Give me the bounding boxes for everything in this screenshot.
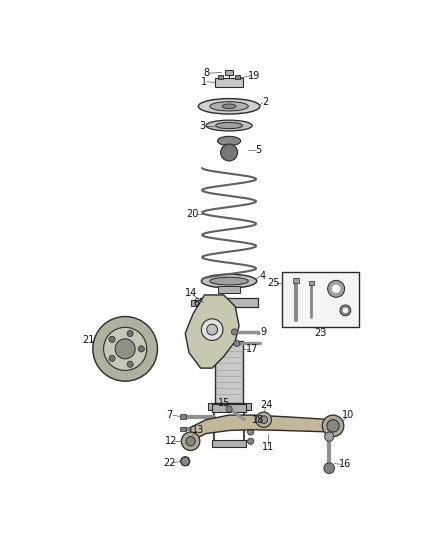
Text: 17: 17 [246,344,258,354]
Bar [225,70,233,75]
Bar [180,414,186,419]
Circle shape [109,336,115,342]
Text: 7: 7 [167,410,173,420]
Text: 13: 13 [192,425,205,435]
Text: 14: 14 [184,288,197,298]
Circle shape [127,330,133,336]
Text: 10: 10 [343,410,355,420]
Bar [180,426,186,431]
Circle shape [332,285,340,293]
Text: 5: 5 [255,145,261,155]
Bar [212,405,246,412]
Text: 6: 6 [194,297,200,308]
Text: 20: 20 [187,209,199,219]
Text: 2: 2 [262,98,268,108]
Text: 3: 3 [199,120,205,131]
Circle shape [93,317,158,381]
Circle shape [324,463,335,474]
Text: 23: 23 [314,328,327,338]
Circle shape [327,419,339,432]
Circle shape [247,416,254,424]
Text: 1: 1 [201,77,207,87]
Bar [191,300,201,306]
Circle shape [256,412,272,427]
Bar [200,298,258,308]
Circle shape [180,457,190,466]
Circle shape [322,415,344,437]
Bar [212,440,246,447]
Text: 21: 21 [82,335,94,345]
Ellipse shape [210,277,248,285]
Bar [293,278,299,282]
Ellipse shape [215,123,243,128]
Polygon shape [185,295,239,368]
Circle shape [231,329,237,335]
Circle shape [103,327,147,370]
Circle shape [260,416,268,424]
Bar [218,286,240,294]
Circle shape [201,319,223,341]
Circle shape [186,437,195,446]
Text: 22: 22 [163,458,176,468]
Circle shape [234,341,240,346]
Bar [309,281,314,285]
Polygon shape [191,415,333,441]
Circle shape [226,406,232,412]
Text: 19: 19 [248,70,261,80]
Circle shape [181,432,200,450]
Circle shape [138,346,145,352]
Bar [282,272,359,327]
Text: 4: 4 [259,271,265,281]
Circle shape [247,429,254,435]
Circle shape [109,356,115,361]
Ellipse shape [210,102,248,111]
Circle shape [343,308,348,313]
Text: 16: 16 [339,459,351,470]
Circle shape [328,280,345,297]
Text: 25: 25 [268,278,280,288]
Circle shape [340,305,351,316]
Ellipse shape [221,144,237,161]
Ellipse shape [218,136,240,146]
Circle shape [325,432,334,441]
Bar [218,75,223,79]
Ellipse shape [206,120,252,131]
Text: 8: 8 [203,68,209,78]
Ellipse shape [198,99,260,114]
Circle shape [247,438,254,445]
Text: 9: 9 [261,327,267,337]
Ellipse shape [201,274,257,288]
Circle shape [207,324,218,335]
Bar [215,341,243,403]
Text: 15: 15 [218,398,230,408]
Text: 24: 24 [261,400,273,410]
Bar [235,75,240,79]
Circle shape [115,339,135,359]
Circle shape [127,361,133,367]
Bar [215,78,243,87]
Bar [208,403,251,410]
Text: 11: 11 [261,442,274,453]
Text: 18: 18 [252,415,265,425]
Text: 12: 12 [165,436,177,446]
Ellipse shape [222,104,236,109]
